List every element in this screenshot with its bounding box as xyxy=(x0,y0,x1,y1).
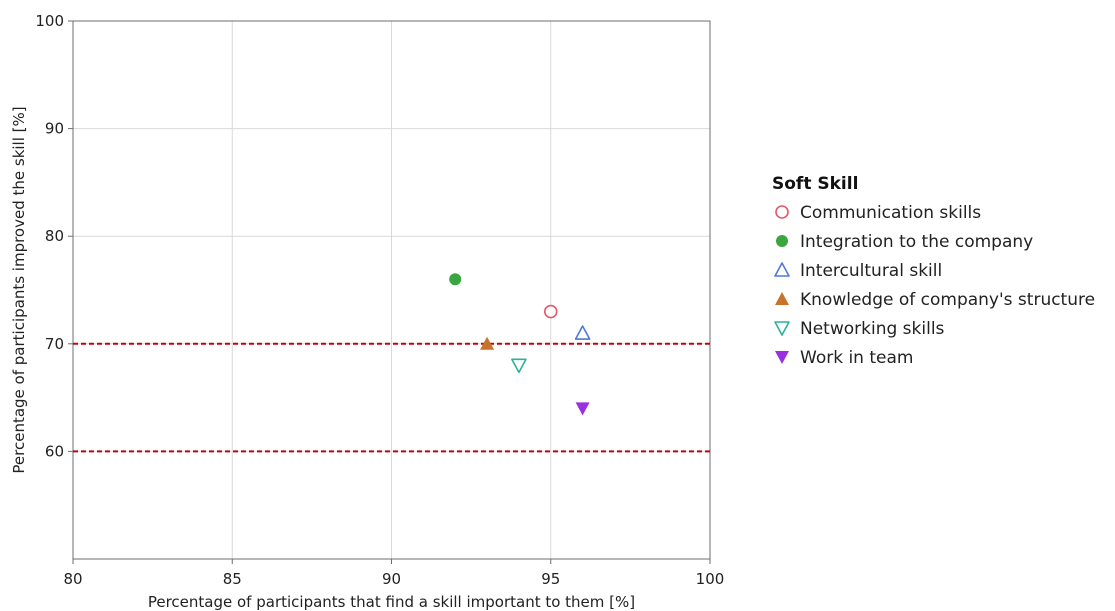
legend: Soft Skill Communication skills Integrati… xyxy=(772,174,1095,368)
y-tick-label: 100 xyxy=(35,12,64,30)
legend-label: Integration to the company xyxy=(800,232,1033,252)
legend-label: Networking skills xyxy=(800,319,945,339)
x-tick-label: 80 xyxy=(63,570,82,588)
data-point xyxy=(480,336,495,350)
grid-lines xyxy=(73,21,710,559)
data-point xyxy=(575,402,590,416)
x-tick-label: 90 xyxy=(382,570,401,588)
legend-marker xyxy=(775,351,789,364)
data-point xyxy=(511,358,527,374)
x-axis-ticks: 80 85 90 95 100 xyxy=(63,559,724,588)
legend-label: Knowledge of company's structure xyxy=(800,290,1095,310)
legend-title: Soft Skill xyxy=(772,174,858,194)
legend-label: Work in team xyxy=(800,348,913,368)
y-axis-title: Percentage of participants improved the … xyxy=(10,106,28,473)
x-tick-label: 95 xyxy=(541,570,560,588)
legend-marker xyxy=(775,205,789,219)
data-points xyxy=(449,273,591,416)
y-tick-label: 80 xyxy=(45,227,64,245)
x-tick-label: 85 xyxy=(223,570,242,588)
y-tick-label: 60 xyxy=(45,442,64,460)
legend-label: Intercultural skill xyxy=(800,261,942,281)
data-point xyxy=(449,273,462,286)
legend-marker xyxy=(775,292,789,305)
data-point xyxy=(543,304,558,319)
y-tick-label: 70 xyxy=(45,335,64,353)
reference-lines xyxy=(73,342,710,453)
data-point xyxy=(574,325,591,340)
y-axis-ticks: 60 70 80 90 100 xyxy=(35,12,73,460)
legend-label: Communication skills xyxy=(800,203,981,223)
legend-marker xyxy=(774,262,790,277)
x-tick-label: 100 xyxy=(696,570,725,588)
x-axis-title: Percentage of participants that find a s… xyxy=(148,593,635,611)
y-tick-label: 90 xyxy=(45,120,64,138)
legend-marker xyxy=(774,321,790,336)
legend-marker xyxy=(776,235,788,247)
